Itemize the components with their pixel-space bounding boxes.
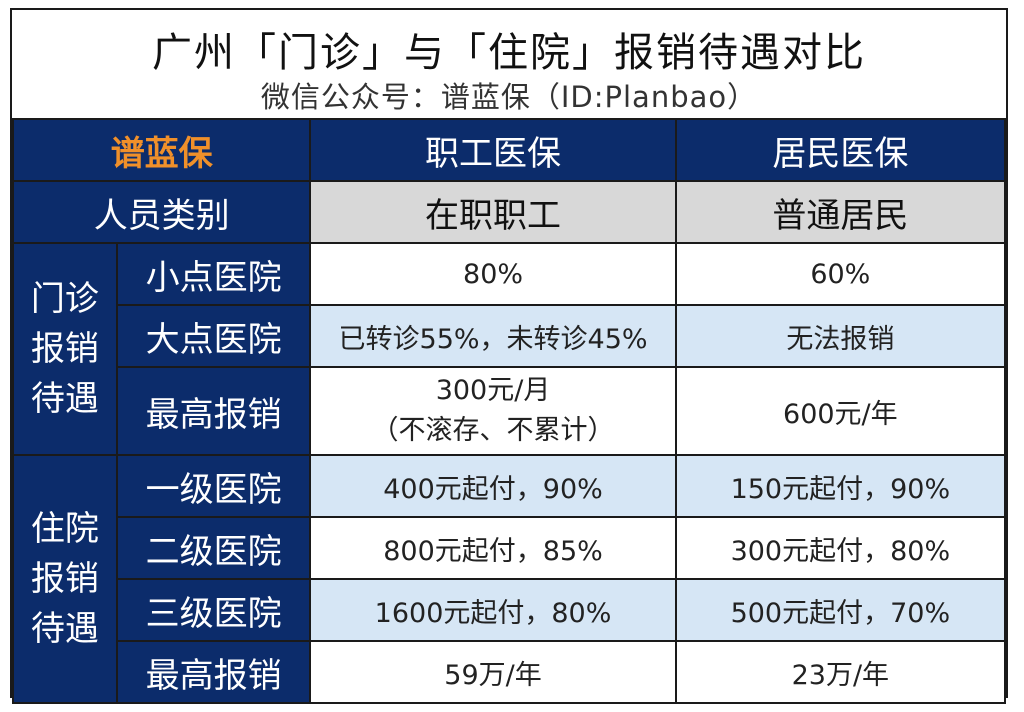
table-row: 门诊 报销 待遇 小点医院 80% 60%: [12, 242, 1007, 456]
table-row: 住院 报销 待遇 一级医院 400元起付，90% 150元起付，90%: [12, 454, 1007, 704]
resident-value: 600元/年: [674, 366, 1007, 456]
group-label-line: 报销: [30, 329, 99, 369]
table-row: 人员类别 在职职工 普通居民: [11, 180, 1007, 244]
group-label-line: 报销: [30, 559, 99, 599]
table-row: 二级医院 800元起付，85% 300元起付，80%: [13, 516, 1007, 580]
row-label: 一级医院: [115, 454, 312, 518]
page-title: 广州「门诊」与「住院」报销待遇对比: [152, 30, 866, 76]
group-label-line: 待遇: [30, 609, 99, 649]
brand-cell: 谱蓝保: [11, 118, 312, 182]
group-label-line: 住院: [30, 509, 99, 549]
outpatient-group-label: 门诊 报销 待遇: [12, 242, 118, 456]
row-label: 大点医院: [115, 304, 312, 368]
table-header-row: 谱蓝保 职工医保 居民医保: [11, 118, 1007, 182]
value-line: （不滚存、不累计）: [371, 415, 615, 446]
group-label-line: 门诊: [30, 279, 99, 319]
table-row: 最高报销 300元/月 （不滚存、不累计） 600元/年: [13, 366, 1007, 456]
row-label: 二级医院: [115, 516, 312, 580]
page-subtitle: 微信公众号：谱蓝保（ID:Planbao）: [260, 80, 758, 114]
row-label: 最高报销: [115, 640, 312, 704]
value-line: 300元/月: [435, 375, 551, 406]
employee-value: 59万/年: [309, 640, 677, 704]
category-employee: 在职职工: [309, 180, 677, 244]
resident-value: 150元起付，90%: [674, 454, 1007, 518]
column-header-resident: 居民医保: [674, 118, 1007, 182]
employee-value: 300元/月 （不滚存、不累计）: [309, 366, 677, 456]
resident-value: 60%: [674, 242, 1007, 306]
group-label-line: 待遇: [30, 379, 99, 419]
inpatient-group-label: 住院 报销 待遇: [12, 454, 118, 704]
row-label: 最高报销: [115, 366, 312, 456]
employee-value: 800元起付，85%: [309, 516, 677, 580]
row-label: 三级医院: [115, 578, 312, 642]
table-row: 大点医院 已转诊55%，未转诊45% 无法报销: [13, 304, 1007, 368]
employee-value: 400元起付，90%: [309, 454, 677, 518]
employee-value: 1600元起付，80%: [309, 578, 677, 642]
resident-value: 23万/年: [674, 640, 1007, 704]
employee-value: 已转诊55%，未转诊45%: [309, 304, 677, 368]
column-header-employee: 职工医保: [309, 118, 677, 182]
category-resident: 普通居民: [674, 180, 1007, 244]
comparison-card: 广州「门诊」与「住院」报销待遇对比 微信公众号：谱蓝保（ID:Planbao） …: [10, 8, 1008, 704]
category-label: 人员类别: [11, 180, 312, 244]
resident-value: 300元起付，80%: [674, 516, 1007, 580]
table-row: 最高报销 59万/年 23万/年: [13, 640, 1007, 704]
employee-value: 80%: [309, 242, 677, 306]
title-block: 广州「门诊」与「住院」报销待遇对比 微信公众号：谱蓝保（ID:Planbao）: [12, 10, 1006, 116]
resident-value: 无法报销: [674, 304, 1007, 368]
row-label: 小点医院: [115, 242, 312, 306]
resident-value: 500元起付，70%: [674, 578, 1007, 642]
comparison-table: 谱蓝保 职工医保 居民医保 人员类别 在职职工 普通居民 门诊 报销 待遇 小点…: [11, 118, 1007, 704]
table-row: 三级医院 1600元起付，80% 500元起付，70%: [13, 578, 1007, 642]
